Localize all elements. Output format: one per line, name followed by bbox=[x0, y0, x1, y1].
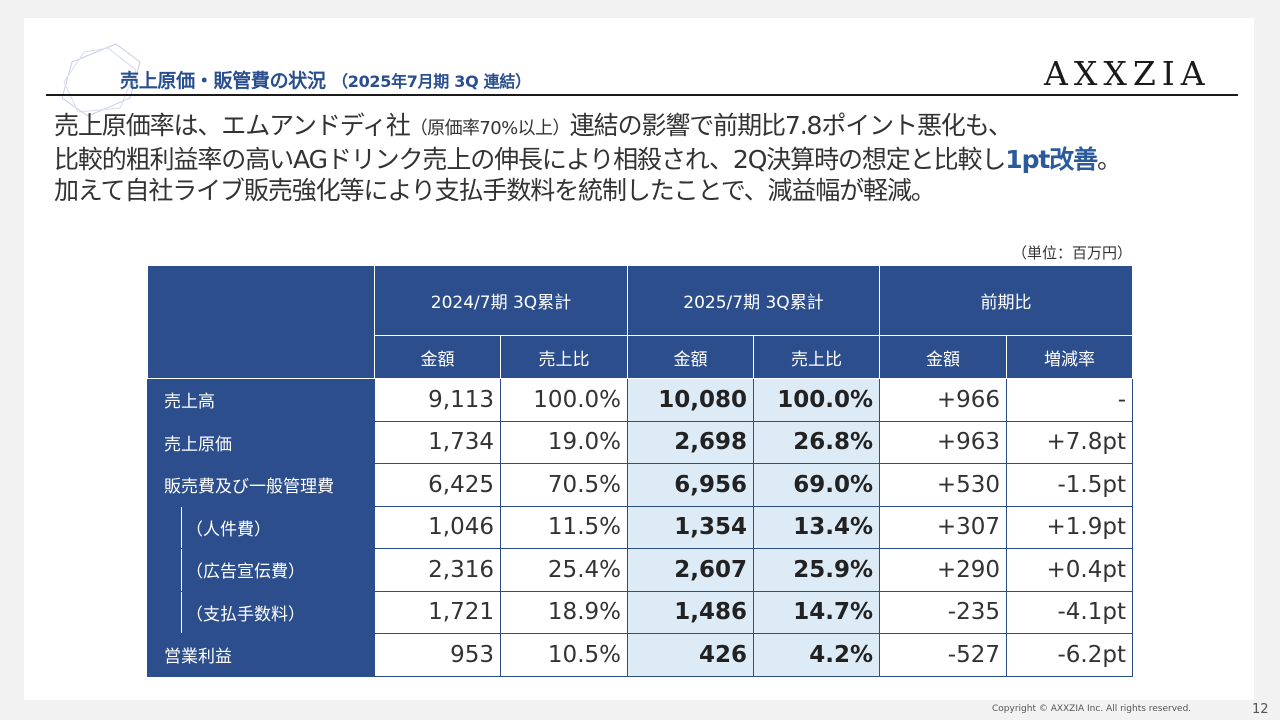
cell-prev-ratio: 10.5% bbox=[500, 633, 628, 677]
cell-prev-amount: 1,721 bbox=[374, 590, 501, 634]
cell-cur-amount: 6,956 bbox=[627, 463, 754, 507]
table-row: 販売費及び一般管理費 6,425 70.5% 6,956 69.0% +530 … bbox=[147, 463, 1133, 507]
hexagon-decoration-icon bbox=[61, 43, 141, 117]
header-prev-amount: 金額 bbox=[374, 335, 501, 379]
cell-cur-amount: 1,354 bbox=[627, 505, 754, 549]
company-logo: AXXZIA bbox=[1044, 54, 1211, 93]
cell-cur-ratio: 14.7% bbox=[753, 590, 880, 634]
row-label: 売上高 bbox=[147, 378, 375, 422]
table-row: （広告宣伝費） 2,316 25.4% 2,607 25.9% +290 +0.… bbox=[147, 548, 1133, 592]
row-label: （広告宣伝費） bbox=[181, 549, 374, 591]
table-row: 売上原価 1,734 19.0% 2,698 26.8% +963 +7.8pt bbox=[147, 420, 1133, 464]
cell-yoy-amount: -235 bbox=[879, 590, 1007, 634]
summary-text: 売上原価率は、エムアンドディ社（原価率70%以上）連結の影響で前期比7.8ポイン… bbox=[54, 110, 1244, 206]
row-label: 売上原価 bbox=[147, 420, 375, 464]
header-period-cur: 2025/7期 3Q累計 bbox=[627, 265, 880, 336]
cell-prev-ratio: 18.9% bbox=[500, 590, 628, 634]
cell-yoy-amount: +530 bbox=[879, 463, 1007, 507]
cell-yoy-rate: +7.8pt bbox=[1006, 420, 1133, 464]
header-prev-ratio: 売上比 bbox=[500, 335, 628, 379]
cell-cur-ratio: 26.8% bbox=[753, 420, 880, 464]
cell-prev-amount: 1,734 bbox=[374, 420, 501, 464]
cell-yoy-rate: -4.1pt bbox=[1006, 590, 1133, 634]
title-divider bbox=[46, 94, 1238, 96]
cell-cur-amount: 10,080 bbox=[627, 378, 754, 422]
header-yoy: 前期比 bbox=[879, 265, 1133, 336]
title-subtitle: （2025年7月期 3Q 連結） bbox=[332, 72, 531, 91]
cell-cur-amount: 426 bbox=[627, 633, 754, 677]
table-row: 営業利益 953 10.5% 426 4.2% -527 -6.2pt bbox=[147, 633, 1133, 677]
summary-highlight: 1pt改善 bbox=[1005, 145, 1098, 174]
row-label-indented: （支払手数料） bbox=[147, 590, 375, 634]
cell-prev-ratio: 25.4% bbox=[500, 548, 628, 592]
header-period-prev: 2024/7期 3Q累計 bbox=[374, 265, 628, 336]
table-row: （人件費） 1,046 11.5% 1,354 13.4% +307 +1.9p… bbox=[147, 505, 1133, 549]
cell-prev-amount: 2,316 bbox=[374, 548, 501, 592]
header-row-metrics: 金額 売上比 金額 売上比 金額 増減率 bbox=[148, 335, 1133, 379]
header-row-periods: 2024/7期 3Q累計 2025/7期 3Q累計 前期比 bbox=[147, 265, 1133, 379]
cell-yoy-rate: - bbox=[1006, 378, 1133, 422]
cell-prev-amount: 1,046 bbox=[374, 505, 501, 549]
row-label: 販売費及び一般管理費 bbox=[147, 463, 375, 507]
table-row: （支払手数料） 1,721 18.9% 1,486 14.7% -235 -4.… bbox=[147, 590, 1133, 634]
cell-yoy-rate: -1.5pt bbox=[1006, 463, 1133, 507]
cell-prev-amount: 6,425 bbox=[374, 463, 501, 507]
cell-cur-ratio: 69.0% bbox=[753, 463, 880, 507]
summary-line-2: 比較的粗利益率の高いAGドリンク売上の伸長により相殺され、2Q決算時の想定と比較… bbox=[54, 144, 1244, 175]
cell-yoy-amount: +966 bbox=[879, 378, 1007, 422]
row-label-indented: （広告宣伝費） bbox=[147, 548, 375, 592]
financial-table: 2024/7期 3Q累計 2025/7期 3Q累計 前期比 金額 売上比 金額 … bbox=[147, 265, 1133, 677]
header-yoy-amount: 金額 bbox=[879, 335, 1007, 379]
cell-cur-ratio: 4.2% bbox=[753, 633, 880, 677]
summary-line-1-a: 売上原価率は、エムアンドディ社 bbox=[54, 111, 411, 140]
page-number: 12 bbox=[1252, 702, 1269, 717]
cell-cur-amount: 2,698 bbox=[627, 420, 754, 464]
cell-prev-ratio: 100.0% bbox=[500, 378, 628, 422]
slide: 売上原価・販管費の状況 （2025年7月期 3Q 連結） AXXZIA 売上原価… bbox=[24, 18, 1254, 700]
cell-yoy-rate: +0.4pt bbox=[1006, 548, 1133, 592]
cell-yoy-amount: +307 bbox=[879, 505, 1007, 549]
summary-line-2-a: 比較的粗利益率の高いAGドリンク売上の伸長により相殺され、2Q決算時の想定と比較… bbox=[54, 145, 1006, 174]
cell-yoy-amount: +963 bbox=[879, 420, 1007, 464]
header-cur-ratio: 売上比 bbox=[753, 335, 880, 379]
cell-yoy-amount: -527 bbox=[879, 633, 1007, 677]
row-label: （人件費） bbox=[181, 506, 374, 548]
cell-prev-ratio: 19.0% bbox=[500, 420, 628, 464]
row-label: 営業利益 bbox=[147, 633, 375, 677]
cell-prev-amount: 9,113 bbox=[374, 378, 501, 422]
cell-cur-ratio: 25.9% bbox=[753, 548, 880, 592]
summary-line-1-note: （原価率70%以上） bbox=[409, 118, 571, 139]
row-label-indented: （人件費） bbox=[147, 505, 375, 549]
cell-cur-amount: 1,486 bbox=[627, 590, 754, 634]
cell-cur-ratio: 13.4% bbox=[753, 505, 880, 549]
header-cur-amount: 金額 bbox=[627, 335, 754, 379]
summary-line-1-b: 連結の影響で前期比7.8ポイント悪化も、 bbox=[569, 111, 1013, 140]
cell-prev-ratio: 11.5% bbox=[500, 505, 628, 549]
cell-prev-ratio: 70.5% bbox=[500, 463, 628, 507]
cell-cur-ratio: 100.0% bbox=[753, 378, 880, 422]
header-yoy-rate: 増減率 bbox=[1006, 335, 1133, 379]
summary-line-3: 加えて自社ライブ販売強化等により支払手数料を統制したことで、減益幅が軽減。 bbox=[54, 176, 936, 205]
copyright-notice: Copyright © AXXZIA Inc. All rights reser… bbox=[992, 704, 1192, 714]
title-main: 売上原価・販管費の状況 bbox=[120, 70, 326, 92]
summary-line-2-b: 。 bbox=[1097, 145, 1122, 174]
summary-line-1: 売上原価率は、エムアンドディ社（原価率70%以上）連結の影響で前期比7.8ポイン… bbox=[54, 110, 1244, 144]
cell-cur-amount: 2,607 bbox=[627, 548, 754, 592]
header-corner bbox=[147, 265, 375, 379]
cell-yoy-rate: -6.2pt bbox=[1006, 633, 1133, 677]
row-label: （支払手数料） bbox=[181, 591, 374, 633]
unit-label: （単位：百万円） bbox=[1012, 244, 1133, 262]
cell-prev-amount: 953 bbox=[374, 633, 501, 677]
cell-yoy-amount: +290 bbox=[879, 548, 1007, 592]
cell-yoy-rate: +1.9pt bbox=[1006, 505, 1133, 549]
table-row: 売上高 9,113 100.0% 10,080 100.0% +966 - bbox=[147, 378, 1133, 422]
page-title: 売上原価・販管費の状況 （2025年7月期 3Q 連結） bbox=[120, 66, 531, 93]
